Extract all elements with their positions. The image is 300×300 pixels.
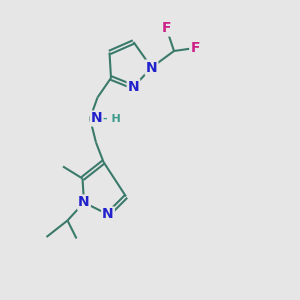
- Text: F: F: [162, 22, 171, 35]
- Text: N: N: [146, 61, 157, 74]
- Text: N: N: [91, 112, 102, 125]
- Text: N: N: [102, 208, 114, 221]
- Text: N: N: [78, 196, 90, 209]
- Text: F: F: [190, 41, 200, 55]
- Text: - H: - H: [103, 113, 121, 124]
- Text: N: N: [128, 80, 139, 94]
